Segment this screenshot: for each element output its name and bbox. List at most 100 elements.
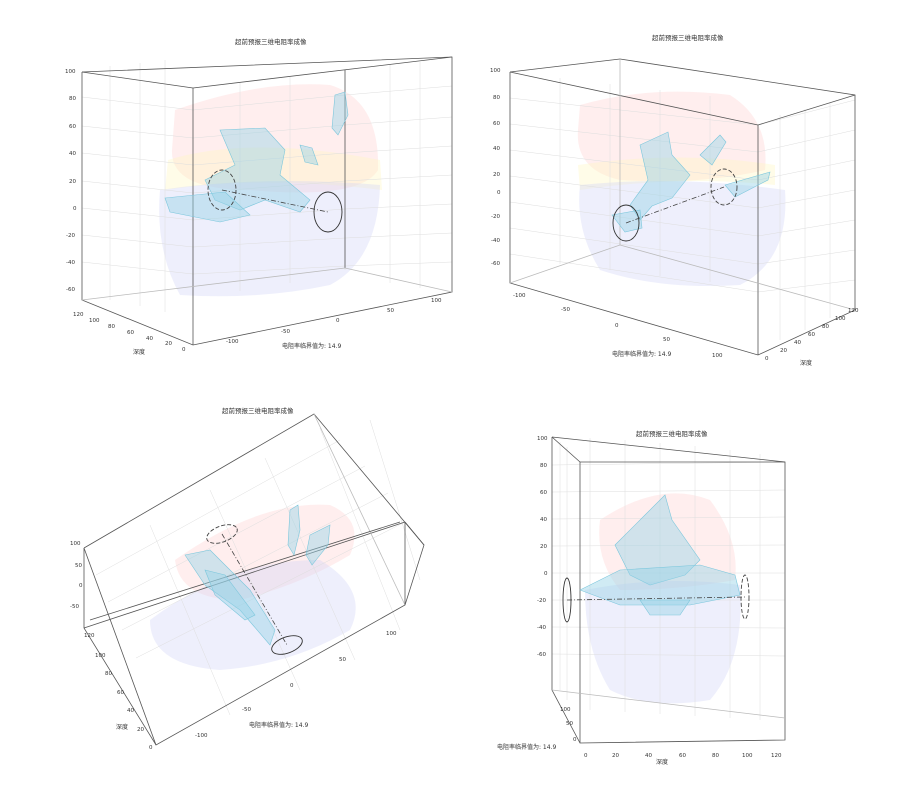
axis-box xyxy=(551,436,786,744)
y-tick-label: 60 xyxy=(808,332,815,338)
depth-axis-label: 深度 xyxy=(800,359,812,367)
chart-title: 超前预报三维电阻率成像 xyxy=(636,429,708,438)
z-tick-label: -60 xyxy=(66,287,75,293)
z-tick-label: 0 xyxy=(497,190,501,196)
y-tick-label: 80 xyxy=(105,671,112,677)
z-tick-label: 40 xyxy=(493,146,500,152)
x-tick-label: 80 xyxy=(712,753,719,759)
y-tick-label: 40 xyxy=(146,336,153,342)
z-tick-label: 50 xyxy=(75,563,82,569)
x-tick-label: 60 xyxy=(679,753,686,759)
resistivity-cloud-red xyxy=(171,84,379,193)
y-tick-label: 20 xyxy=(165,341,172,347)
chart-title: 超前预报三维电阻率成像 xyxy=(652,33,724,42)
resistivity-cloud-yellow xyxy=(578,157,775,190)
resistivity-cloud-blue xyxy=(579,181,786,286)
z-tick-label: 80 xyxy=(69,96,76,102)
resistivity-cloud-yellow xyxy=(165,147,382,190)
tunnel-axis-line xyxy=(221,189,329,213)
z-tick-label: 100 xyxy=(490,68,501,74)
z-tick-label: 20 xyxy=(69,179,76,185)
x-tick-label: -100 xyxy=(513,293,526,299)
x-tick-label: -50 xyxy=(242,707,251,713)
x-tick-label: 100 xyxy=(712,353,723,359)
x-tick-label: 100 xyxy=(431,298,442,304)
x-tick-label: 20 xyxy=(612,753,619,759)
receiver-marker-ellipse xyxy=(612,204,640,242)
z-tick-label: 40 xyxy=(69,151,76,157)
z-tick-label: 80 xyxy=(493,95,500,101)
critical-value-annotation: 电阻率临界值为: 14.9 xyxy=(249,721,308,729)
resistivity-cloud-red xyxy=(175,504,355,600)
y-tick-label: 50 xyxy=(566,721,573,727)
x-tick-label: 100 xyxy=(742,753,753,759)
z-tick-label: 0 xyxy=(73,206,77,212)
low-resistivity-mesh xyxy=(579,494,741,616)
axis-box xyxy=(83,413,425,746)
y-tick-label: 0 xyxy=(182,347,186,353)
y-tick-label: 100 xyxy=(835,316,846,322)
axis-grid xyxy=(551,438,786,720)
y-tick-label: 80 xyxy=(108,324,115,330)
x-tick-label: 0 xyxy=(336,318,340,324)
source-marker-ellipse xyxy=(710,168,738,206)
receiver-marker-ellipse xyxy=(271,635,303,655)
x-tick-label: 0 xyxy=(615,323,619,329)
x-tick-label: -50 xyxy=(561,307,570,313)
z-tick-label: 100 xyxy=(537,436,548,442)
critical-value-annotation: 电阻率临界值为: 14.9 xyxy=(497,743,556,751)
axis-grid xyxy=(509,78,856,340)
depth-axis-label: 深度 xyxy=(656,758,668,766)
z-tick-label: 40 xyxy=(540,517,547,523)
z-tick-label: -60 xyxy=(491,261,500,267)
z-tick-label: 100 xyxy=(70,541,81,547)
critical-value-annotation: 电阻率临界值为: 14.9 xyxy=(282,342,341,350)
z-tick-label: -50 xyxy=(70,604,79,610)
z-tick-label: -40 xyxy=(66,260,75,266)
critical-value-annotation: 电阻率临界值为: 14.9 xyxy=(612,350,671,358)
resistivity-cloud-blue xyxy=(159,181,380,297)
y-tick-label: 120 xyxy=(848,308,859,314)
receiver-marker-ellipse xyxy=(313,191,343,233)
axis-box xyxy=(509,58,856,356)
x-tick-label: -50 xyxy=(281,329,290,335)
chart-title: 超前预报三维电阻率成像 xyxy=(235,37,307,46)
y-tick-label: 100 xyxy=(560,707,571,713)
x-tick-label: 40 xyxy=(645,753,652,759)
z-tick-label: 20 xyxy=(540,544,547,550)
resistivity-cloud-blue xyxy=(585,581,741,704)
y-tick-label: 100 xyxy=(95,653,106,659)
low-resistivity-mesh xyxy=(164,91,349,223)
depth-axis-label: 深度 xyxy=(133,348,145,356)
y-tick-label: 80 xyxy=(822,324,829,330)
y-tick-label: 120 xyxy=(84,633,95,639)
z-tick-label: 20 xyxy=(493,172,500,178)
source-marker-ellipse xyxy=(207,169,237,211)
z-tick-label: 100 xyxy=(65,69,76,75)
y-tick-label: 0 xyxy=(149,745,153,751)
z-tick-label: 0 xyxy=(79,583,83,589)
resistivity-cloud-blue xyxy=(150,560,356,670)
y-tick-label: 120 xyxy=(73,312,84,318)
x-tick-label: -100 xyxy=(195,733,208,739)
low-resistivity-mesh xyxy=(611,131,771,233)
z-tick-label: -20 xyxy=(537,598,546,604)
tunnel-axis-line xyxy=(221,533,288,646)
y-tick-label: 100 xyxy=(89,318,100,324)
x-tick-label: -100 xyxy=(226,339,239,345)
x-tick-label: 0 xyxy=(584,753,588,759)
z-tick-label: -20 xyxy=(66,233,75,239)
x-tick-label: 50 xyxy=(339,657,346,663)
y-tick-label: 20 xyxy=(137,727,144,733)
y-tick-label: 0 xyxy=(573,737,577,743)
y-tick-label: 40 xyxy=(794,340,801,346)
depth-axis-label: 深度 xyxy=(116,723,128,731)
x-tick-label: 50 xyxy=(663,337,670,343)
x-tick-label: 0 xyxy=(290,683,294,689)
low-resistivity-mesh xyxy=(184,504,331,646)
y-tick-label: 0 xyxy=(765,356,769,362)
y-tick-label: 60 xyxy=(127,330,134,336)
y-tick-label: 60 xyxy=(117,690,124,696)
